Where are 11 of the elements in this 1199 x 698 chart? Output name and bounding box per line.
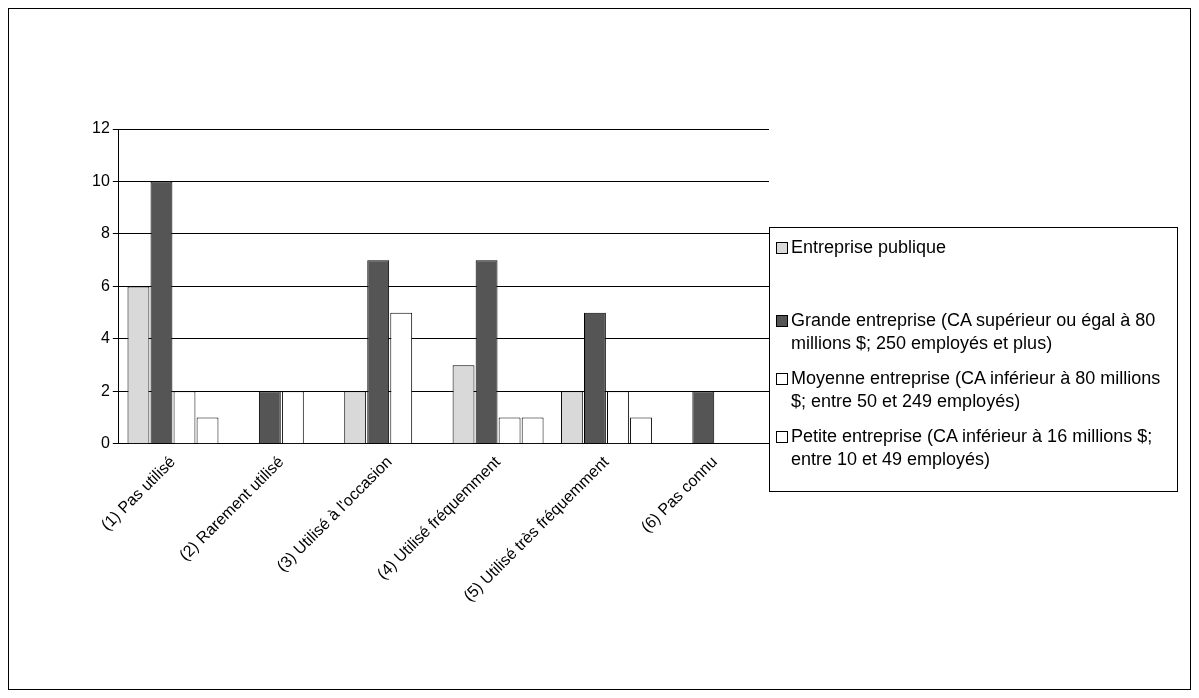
y-tick-label: 10 xyxy=(92,171,110,189)
y-tick-label: 6 xyxy=(100,276,110,294)
text: Petite entreprise (CA inférieur à 16 millions $; entre 10 et 49 employés) xyxy=(791,425,1154,471)
text: Moyenne entreprise (CA inférieur à 80 millions $; entre 50 et 249 employés) xyxy=(791,367,1162,413)
y-tick-label: 2 xyxy=(100,381,110,399)
y-tick-label: 12 xyxy=(92,119,110,137)
y-tick-label: 0 xyxy=(100,434,110,452)
y-tick-label: 8 xyxy=(100,224,110,242)
legend-label: Entreprise publique xyxy=(791,236,947,259)
y-tick-label: 4 xyxy=(100,329,110,347)
legend-label: Grande entreprise (CA supérieur ou égal à 80 millions $; 250 employés et plus) xyxy=(791,309,1157,355)
